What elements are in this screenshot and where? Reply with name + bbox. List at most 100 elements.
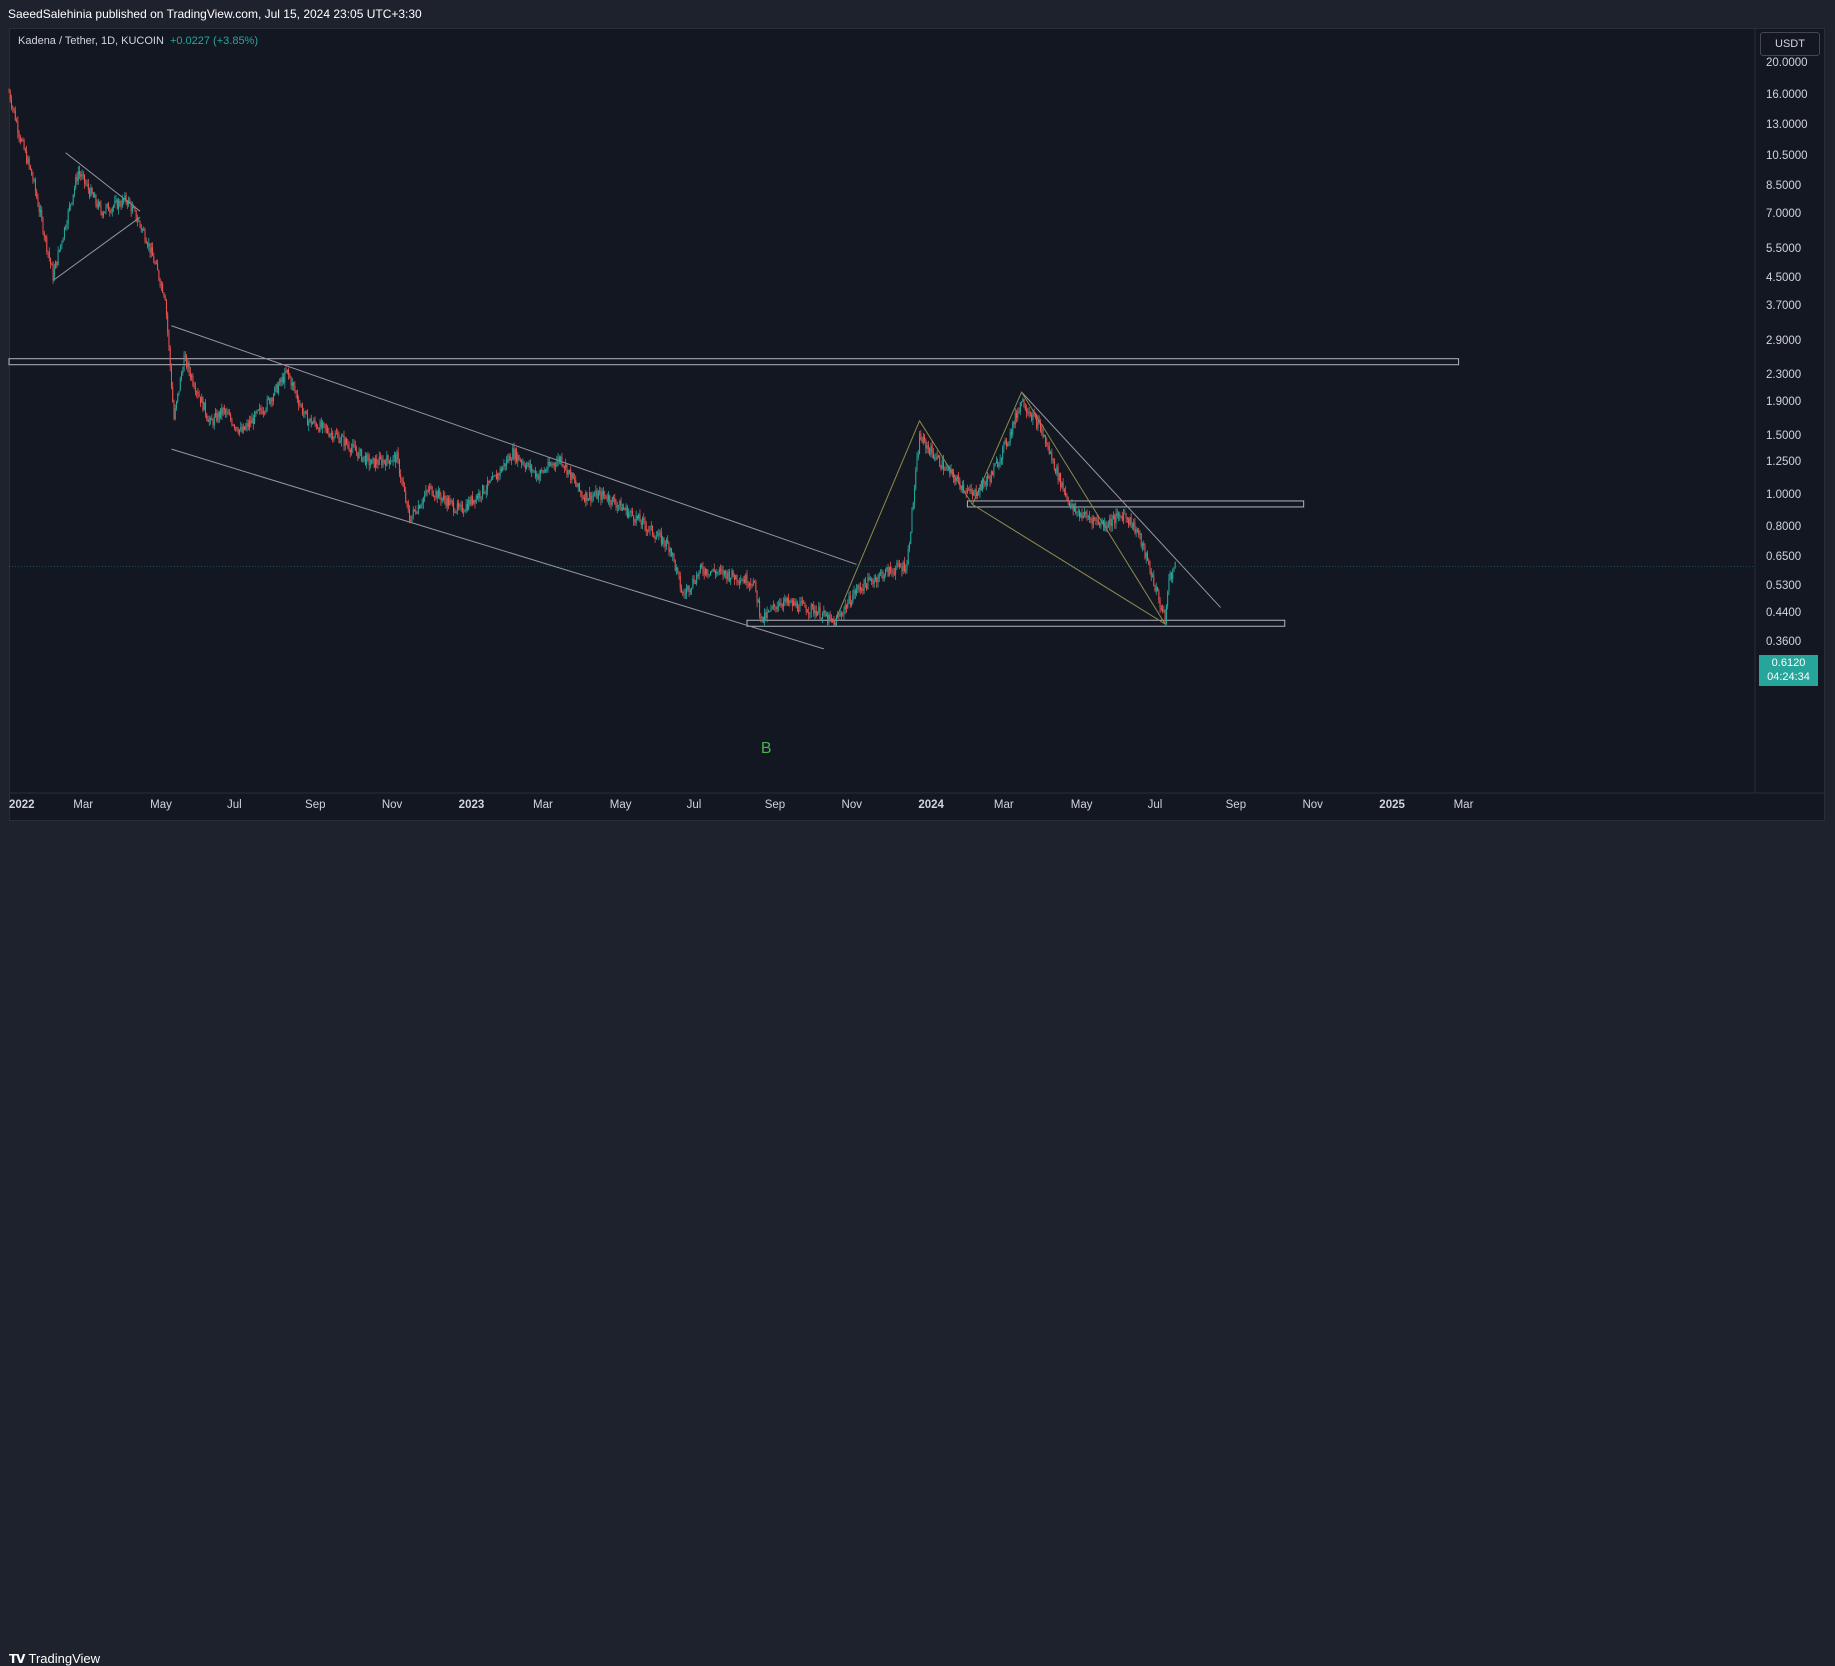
candle-body xyxy=(99,202,101,206)
candle-body xyxy=(721,569,723,571)
candle-body xyxy=(543,470,545,473)
candle-body xyxy=(725,570,727,574)
candle-body xyxy=(445,499,447,507)
candle-body xyxy=(191,375,193,378)
candle-body xyxy=(669,548,671,552)
candle-body xyxy=(853,590,855,596)
candle-body xyxy=(1070,504,1072,507)
candle-body xyxy=(318,428,320,432)
price-tick: 20.0000 xyxy=(1766,57,1808,69)
candle-body xyxy=(843,609,845,615)
candle-body xyxy=(964,490,966,492)
time-tick: 2022 xyxy=(9,799,35,811)
candle-body xyxy=(691,587,693,591)
candle-body xyxy=(91,187,93,194)
candle-body xyxy=(470,496,472,505)
price-tick: 2.9000 xyxy=(1766,335,1802,348)
candle-body xyxy=(582,497,584,499)
candle-body xyxy=(1060,473,1062,488)
candle-body xyxy=(868,577,870,580)
candle-body xyxy=(888,567,890,576)
candle-body xyxy=(798,609,800,612)
candle-body xyxy=(1174,562,1176,568)
candle-body xyxy=(869,578,871,580)
candle-body xyxy=(1028,412,1030,415)
candle-body xyxy=(833,621,835,623)
candle-body xyxy=(732,570,734,577)
candle-body xyxy=(294,385,296,392)
candle-body xyxy=(374,459,376,468)
candle-body xyxy=(511,459,513,461)
candle-body xyxy=(426,490,428,492)
candle-body xyxy=(329,434,331,437)
candle-body xyxy=(921,439,923,443)
candle-body xyxy=(275,384,277,388)
candle-body xyxy=(353,443,355,447)
harmonic-pattern xyxy=(833,391,1166,625)
candle-body xyxy=(56,261,58,265)
symbol-legend[interactable]: Kadena / Tether, 1D, KUCOIN +0.0227 (+3.8… xyxy=(18,35,258,47)
candle-body xyxy=(973,491,975,496)
candle-body xyxy=(504,463,506,467)
candle-body xyxy=(808,611,810,614)
candle-body xyxy=(58,249,60,252)
candle-body xyxy=(257,409,259,411)
candle-body xyxy=(347,443,349,446)
candle-body xyxy=(664,543,666,547)
candle-body xyxy=(475,496,477,503)
candle-body xyxy=(299,404,301,406)
candle-body xyxy=(1092,517,1094,525)
candle-body xyxy=(211,418,213,421)
chart-canvas[interactable] xyxy=(0,0,1835,857)
candle-body xyxy=(300,404,302,406)
candle-body xyxy=(922,436,924,443)
candle-body xyxy=(628,512,630,518)
candle-body xyxy=(805,607,807,613)
candle-body xyxy=(395,454,397,463)
candle-body xyxy=(980,485,982,491)
candle-body xyxy=(546,469,548,471)
candle-body xyxy=(317,427,319,429)
candle-body xyxy=(877,578,879,583)
candle-body xyxy=(901,566,903,571)
candle-body xyxy=(419,505,421,509)
price-tick: 1.9000 xyxy=(1766,396,1802,409)
candle-body xyxy=(358,450,360,458)
candle-body xyxy=(908,543,910,550)
candle-body xyxy=(618,505,620,506)
tradingview-logo-icon: 𝗧𝗩 xyxy=(9,1651,26,1666)
candle-body xyxy=(474,499,476,503)
candle-body xyxy=(503,463,505,468)
candle-body xyxy=(63,227,65,239)
candle-body xyxy=(493,476,495,477)
candle-body xyxy=(114,200,116,206)
candle-body xyxy=(863,579,865,591)
candle-body xyxy=(421,503,423,506)
candle-body xyxy=(1022,399,1024,402)
candle-body xyxy=(1087,516,1089,518)
candle-body xyxy=(115,199,117,201)
candle-body xyxy=(278,384,280,393)
tradingview-logo[interactable]: 𝗧𝗩 TradingView xyxy=(9,1651,100,1666)
candle-body xyxy=(800,601,802,603)
candle-body xyxy=(333,437,335,440)
candle-body xyxy=(597,493,599,500)
candle-body xyxy=(616,505,618,508)
candle-body xyxy=(455,511,457,513)
candle-body xyxy=(589,492,591,499)
time-tick: Jul xyxy=(686,799,702,811)
candle-body xyxy=(1053,458,1055,470)
candle-body xyxy=(1133,522,1135,527)
candle-body xyxy=(988,475,990,478)
candle-body xyxy=(237,430,239,433)
candle-body xyxy=(422,497,424,504)
currency-button[interactable]: USDT xyxy=(1760,32,1820,56)
candle-body xyxy=(847,602,849,609)
chart-panel[interactable] xyxy=(9,28,1825,821)
candle-body xyxy=(1118,514,1120,516)
candle-body xyxy=(478,492,480,499)
candle-body xyxy=(356,450,358,453)
candle-body xyxy=(128,199,130,205)
candle-body xyxy=(332,432,334,440)
candle-body xyxy=(878,573,880,579)
